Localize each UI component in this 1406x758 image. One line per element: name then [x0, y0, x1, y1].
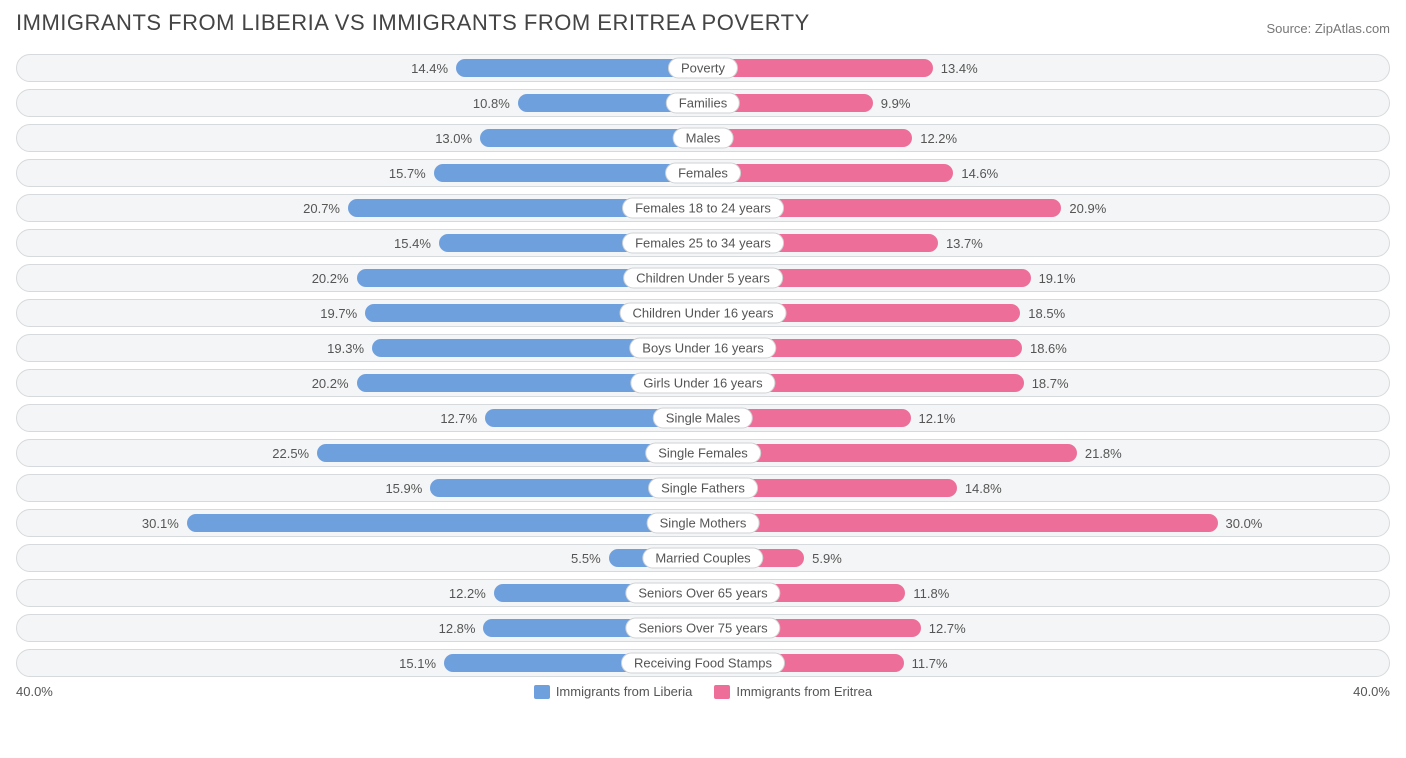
- category-label: Families: [666, 93, 740, 114]
- bar-row: 12.2% 11.8% Seniors Over 65 years: [16, 579, 1390, 607]
- value-left: 20.7%: [303, 201, 340, 216]
- value-right: 18.6%: [1030, 341, 1067, 356]
- value-right: 12.1%: [919, 411, 956, 426]
- bar-right: [703, 129, 912, 147]
- bar-row: 19.7% 18.5% Children Under 16 years: [16, 299, 1390, 327]
- chart-title: IMMIGRANTS FROM LIBERIA VS IMMIGRANTS FR…: [16, 10, 810, 36]
- bar-row: 12.8% 12.7% Seniors Over 75 years: [16, 614, 1390, 642]
- value-left: 15.1%: [399, 656, 436, 671]
- bar-left: [480, 129, 703, 147]
- value-right: 20.9%: [1069, 201, 1106, 216]
- category-label: Married Couples: [642, 548, 763, 569]
- bar-row: 15.9% 14.8% Single Fathers: [16, 474, 1390, 502]
- axis-max-left: 40.0%: [16, 684, 53, 699]
- legend-item-liberia: Immigrants from Liberia: [534, 684, 693, 699]
- bar-row: 22.5% 21.8% Single Females: [16, 439, 1390, 467]
- category-label: Children Under 16 years: [620, 303, 787, 324]
- bar-row: 15.1% 11.7% Receiving Food Stamps: [16, 649, 1390, 677]
- value-left: 22.5%: [272, 446, 309, 461]
- category-label: Boys Under 16 years: [629, 338, 776, 359]
- bar-left: [456, 59, 703, 77]
- bar-row: 20.2% 19.1% Children Under 5 years: [16, 264, 1390, 292]
- value-left: 5.5%: [571, 551, 601, 566]
- value-right: 11.7%: [912, 656, 948, 671]
- bar-row: 15.4% 13.7% Females 25 to 34 years: [16, 229, 1390, 257]
- bar-right: [703, 514, 1218, 532]
- value-left: 15.7%: [389, 166, 426, 181]
- legend-swatch-eritrea: [714, 685, 730, 699]
- value-left: 20.2%: [312, 271, 349, 286]
- value-right: 14.6%: [961, 166, 998, 181]
- value-left: 20.2%: [312, 376, 349, 391]
- value-right: 13.7%: [946, 236, 983, 251]
- value-right: 11.8%: [913, 586, 949, 601]
- value-right: 18.5%: [1028, 306, 1065, 321]
- value-right: 18.7%: [1032, 376, 1069, 391]
- bar-row: 5.5% 5.9% Married Couples: [16, 544, 1390, 572]
- value-right: 12.2%: [920, 131, 957, 146]
- bar-row: 10.8% 9.9% Families: [16, 89, 1390, 117]
- bar-row: 14.4% 13.4% Poverty: [16, 54, 1390, 82]
- value-left: 12.2%: [449, 586, 486, 601]
- category-label: Seniors Over 75 years: [625, 618, 780, 639]
- value-right: 14.8%: [965, 481, 1002, 496]
- legend-swatch-liberia: [534, 685, 550, 699]
- bar-row: 15.7% 14.6% Females: [16, 159, 1390, 187]
- category-label: Females 25 to 34 years: [622, 233, 784, 254]
- bar-left: [187, 514, 703, 532]
- category-label: Single Males: [653, 408, 753, 429]
- bar-row: 20.7% 20.9% Females 18 to 24 years: [16, 194, 1390, 222]
- value-left: 12.8%: [439, 621, 476, 636]
- legend-label-liberia: Immigrants from Liberia: [556, 684, 693, 699]
- category-label: Poverty: [668, 58, 738, 79]
- value-right: 30.0%: [1226, 516, 1263, 531]
- value-left: 14.4%: [411, 61, 448, 76]
- value-left: 10.8%: [473, 96, 510, 111]
- legend: Immigrants from Liberia Immigrants from …: [534, 684, 872, 699]
- bar-row: 13.0% 12.2% Males: [16, 124, 1390, 152]
- value-right: 21.8%: [1085, 446, 1122, 461]
- axis-max-right: 40.0%: [1353, 684, 1390, 699]
- category-label: Single Females: [645, 443, 761, 464]
- category-label: Single Mothers: [647, 513, 760, 534]
- category-label: Females: [665, 163, 741, 184]
- value-left: 15.4%: [394, 236, 431, 251]
- chart-footer: 40.0% Immigrants from Liberia Immigrants…: [16, 684, 1390, 699]
- bar-row: 30.1% 30.0% Single Mothers: [16, 509, 1390, 537]
- category-label: Females 18 to 24 years: [622, 198, 784, 219]
- bar-left: [434, 164, 703, 182]
- bar-row: 19.3% 18.6% Boys Under 16 years: [16, 334, 1390, 362]
- bar-row: 12.7% 12.1% Single Males: [16, 404, 1390, 432]
- chart-source: Source: ZipAtlas.com: [1266, 21, 1390, 36]
- chart-header: IMMIGRANTS FROM LIBERIA VS IMMIGRANTS FR…: [16, 10, 1390, 36]
- value-left: 15.9%: [385, 481, 422, 496]
- value-right: 19.1%: [1039, 271, 1076, 286]
- value-right: 9.9%: [881, 96, 911, 111]
- value-right: 12.7%: [929, 621, 966, 636]
- value-left: 13.0%: [435, 131, 472, 146]
- legend-label-eritrea: Immigrants from Eritrea: [736, 684, 872, 699]
- legend-item-eritrea: Immigrants from Eritrea: [714, 684, 872, 699]
- value-left: 19.3%: [327, 341, 364, 356]
- category-label: Males: [673, 128, 734, 149]
- value-right: 5.9%: [812, 551, 842, 566]
- value-right: 13.4%: [941, 61, 978, 76]
- bar-row: 20.2% 18.7% Girls Under 16 years: [16, 369, 1390, 397]
- category-label: Single Fathers: [648, 478, 758, 499]
- value-left: 12.7%: [440, 411, 477, 426]
- value-left: 30.1%: [142, 516, 179, 531]
- value-left: 19.7%: [320, 306, 357, 321]
- category-label: Girls Under 16 years: [630, 373, 775, 394]
- diverging-bar-chart: 14.4%13.4%Poverty10.8%9.9%Families13.0%1…: [16, 54, 1390, 677]
- category-label: Receiving Food Stamps: [621, 653, 785, 674]
- category-label: Children Under 5 years: [623, 268, 783, 289]
- category-label: Seniors Over 65 years: [625, 583, 780, 604]
